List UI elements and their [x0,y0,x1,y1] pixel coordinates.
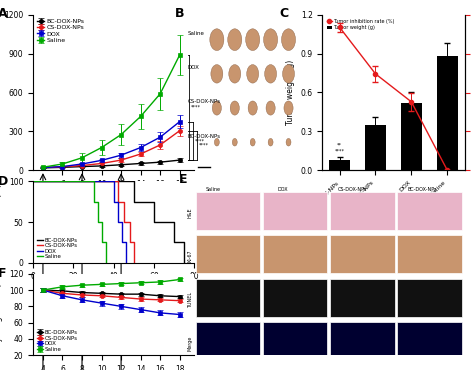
DOX [30,179,36,184]
Bar [397,192,462,230]
Bar [330,322,394,360]
Text: ****: **** [199,143,209,148]
DOX [107,179,112,184]
Legend: BC-DOX-NPs, CS-DOX-NPs, DOX, Saline: BC-DOX-NPs, CS-DOX-NPs, DOX, Saline [36,237,78,260]
Text: **
****: ** **** [335,142,345,153]
Bar [330,235,394,273]
Bar [263,322,328,360]
Saline [95,220,100,224]
Saline [99,240,104,245]
Text: Saline: Saline [187,31,204,36]
Text: C: C [280,7,289,20]
Ellipse shape [232,138,237,146]
Bar [397,235,462,273]
Line: CS-DOX-NPs: CS-DOX-NPs [33,181,134,263]
Ellipse shape [266,101,275,115]
Text: Merge: Merge [188,335,192,351]
Text: A: A [0,7,8,20]
Saline [30,179,36,184]
Legend: BC-DOX-NPs, CS-DOX-NPs, DOX, Saline: BC-DOX-NPs, CS-DOX-NPs, DOX, Saline [36,330,78,352]
Line: Saline: Saline [33,181,106,263]
Text: Ki-67: Ki-67 [188,250,192,262]
Bar [437,56,458,170]
Text: F: F [0,267,6,280]
Bar [263,235,328,273]
Legend: Tumor inhibition rate (%), Tumor weight (g): Tumor inhibition rate (%), Tumor weight … [325,17,396,32]
Saline [103,260,109,265]
Text: ****: **** [195,138,205,143]
Ellipse shape [248,101,257,115]
Text: DOX: DOX [277,186,288,192]
Text: BC-DOX-NPs: BC-DOX-NPs [408,186,438,192]
CS-DOX-NPs [127,240,133,245]
BC-DOX-NPs [151,220,157,224]
Bar [330,279,394,317]
Text: B: B [174,7,184,20]
Ellipse shape [212,101,221,115]
Text: E: E [179,172,188,186]
BC-DOX-NPs [131,199,137,204]
Line: DOX: DOX [33,181,126,263]
Bar [196,279,260,317]
BC-DOX-NPs [30,179,36,184]
Ellipse shape [264,65,277,83]
Text: H&E: H&E [188,207,192,218]
Ellipse shape [250,138,255,146]
Bar [196,192,260,230]
BC-DOX-NPs [111,179,117,184]
Saline [87,179,92,184]
Text: DOX: DOX [187,65,199,70]
CS-DOX-NPs [121,220,127,224]
Ellipse shape [246,65,259,83]
Text: BC-DOX-NPs: BC-DOX-NPs [187,134,220,138]
X-axis label: Days: Days [103,195,124,204]
DOX [123,260,129,265]
Text: CS-DOX-NPs: CS-DOX-NPs [187,99,220,104]
Ellipse shape [282,29,296,51]
Bar [196,322,260,360]
Ellipse shape [230,101,239,115]
Ellipse shape [214,138,219,146]
Text: ****: **** [191,105,201,110]
DOX [111,199,117,204]
Text: CS-DOX-NPs: CS-DOX-NPs [338,186,367,192]
Bar [196,235,260,273]
Saline [91,199,97,204]
BC-DOX-NPs [182,260,187,265]
DOX [115,220,120,224]
Bar [397,279,462,317]
Ellipse shape [229,65,241,83]
CS-DOX-NPs [111,179,117,184]
Y-axis label: Tumor weight (g): Tumor weight (g) [286,60,295,125]
Bar [263,192,328,230]
Ellipse shape [228,29,242,51]
CS-DOX-NPs [115,199,120,204]
CS-DOX-NPs [131,260,137,265]
Bar [330,192,394,230]
Y-axis label: Body weight shift (%): Body weight shift (%) [0,273,3,356]
X-axis label: Days: Days [103,287,124,296]
Ellipse shape [264,29,278,51]
Text: Saline: Saline [205,186,220,192]
Bar [263,279,328,317]
DOX [119,240,125,245]
Ellipse shape [283,65,294,83]
Ellipse shape [246,29,260,51]
Ellipse shape [284,101,293,115]
Legend: BC-DOX-NPs, CS-DOX-NPs, DOX, Saline: BC-DOX-NPs, CS-DOX-NPs, DOX, Saline [36,18,85,44]
Text: D: D [0,175,8,188]
Bar [401,103,422,170]
Ellipse shape [211,65,223,83]
Text: TUNEL: TUNEL [188,292,192,307]
Bar [329,160,350,170]
BC-DOX-NPs [171,240,177,245]
Line: BC-DOX-NPs: BC-DOX-NPs [33,181,184,263]
Y-axis label: Percent survival (%): Percent survival (%) [0,184,3,260]
Bar [397,322,462,360]
Ellipse shape [210,29,224,51]
Bar [365,125,386,170]
Ellipse shape [268,138,273,146]
Ellipse shape [286,138,291,146]
CS-DOX-NPs [30,179,36,184]
